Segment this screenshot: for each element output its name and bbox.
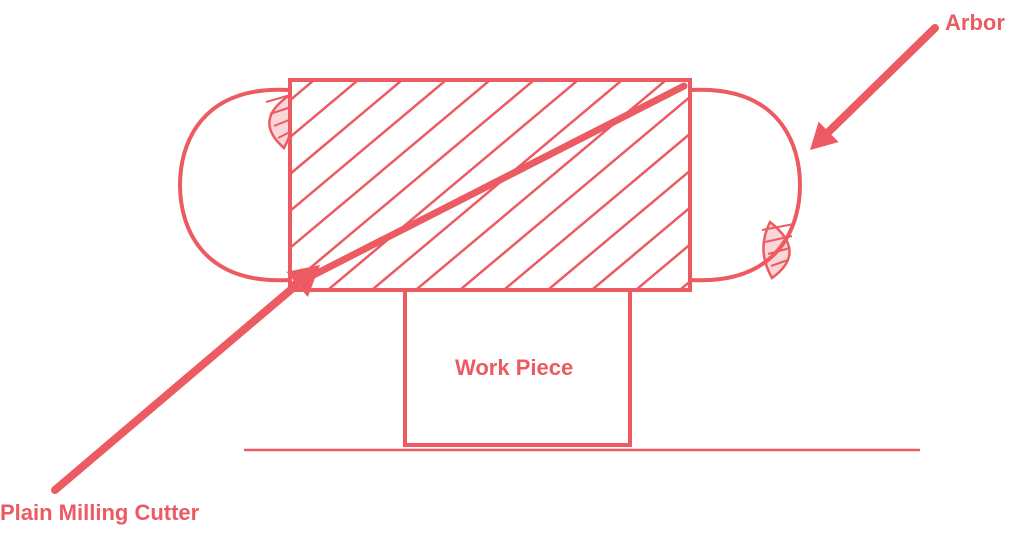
cutter-shape [0, 0, 1024, 310]
label-workpiece: Work Piece [455, 355, 573, 381]
label-arbor: Arbor [945, 10, 1005, 36]
label-cutter: Plain Milling Cutter [0, 500, 199, 526]
diagram-svg [0, 0, 1024, 535]
arrow-arbor [810, 28, 935, 150]
arrow-cutter [55, 265, 320, 490]
diagram-stage: Arbor Work Piece Plain Milling Cutter [0, 0, 1024, 535]
